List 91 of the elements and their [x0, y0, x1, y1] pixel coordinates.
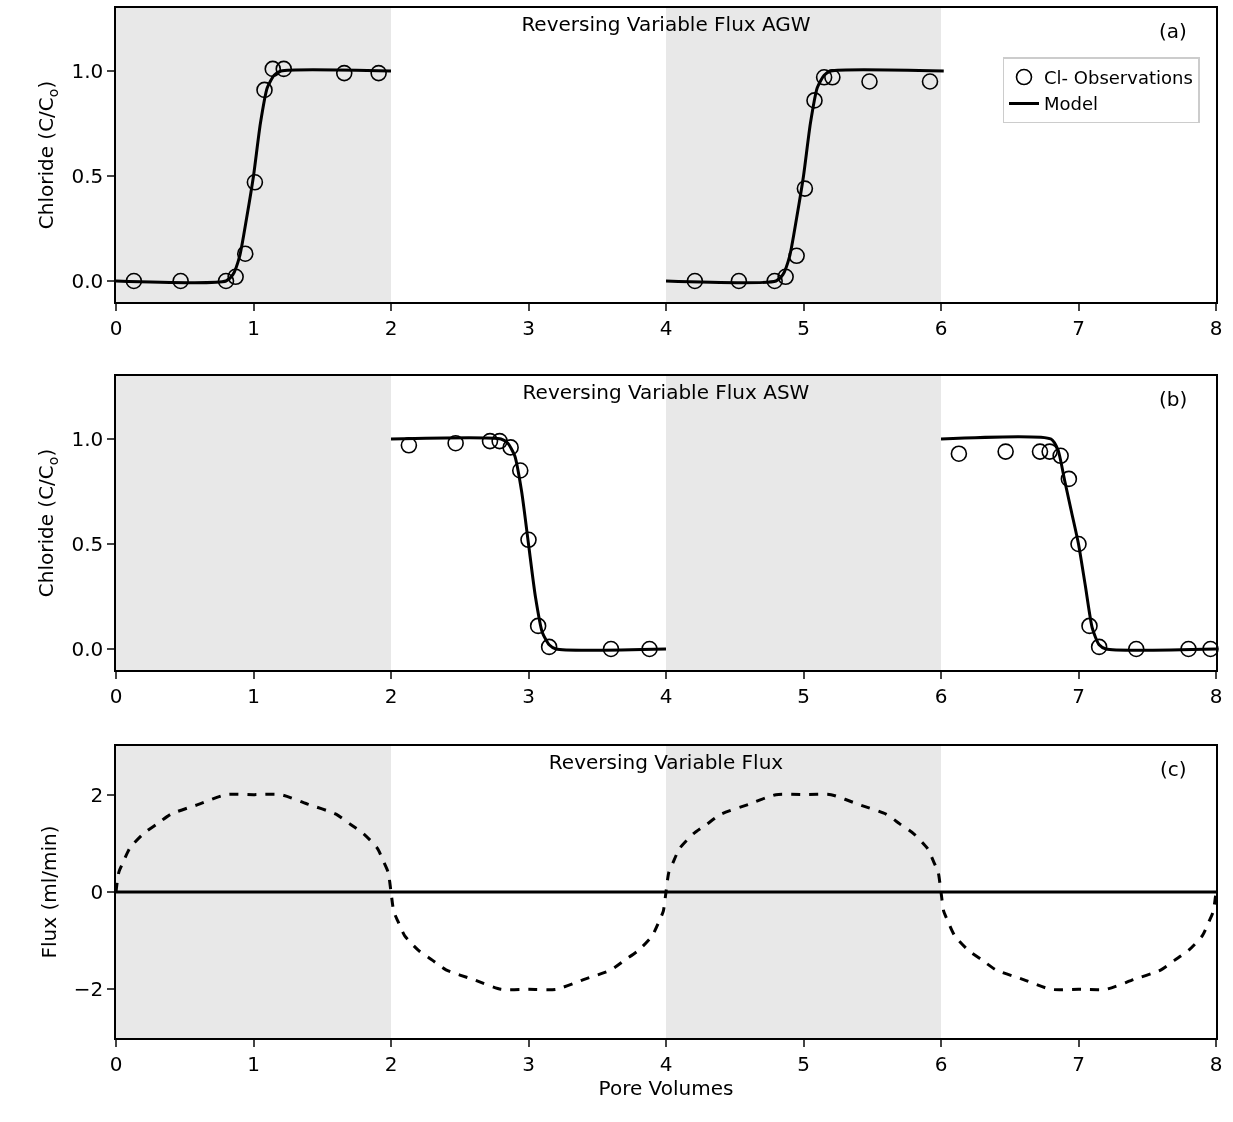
annotation: (c): [1160, 757, 1187, 781]
point: [264, 60, 282, 78]
y-tick-label: −2: [73, 977, 104, 1002]
point: [275, 60, 293, 78]
x-tick-label: 6: [934, 315, 948, 340]
chart-title: Reversing Variable Flux ASW: [522, 379, 810, 404]
x-tick-label: 5: [797, 683, 810, 708]
point: [1031, 443, 1049, 460]
x-tick-label: 8: [1209, 683, 1223, 708]
point: [511, 462, 529, 479]
x-tick-label: 1: [247, 683, 260, 708]
point: [777, 268, 794, 286]
point: [1202, 640, 1219, 658]
point: [529, 617, 547, 635]
x-tick-label: 1: [247, 315, 260, 340]
chart-title: Reversing Variable Flux AGW: [521, 11, 811, 36]
x-tick-label: 0: [109, 315, 123, 340]
x-tick-label: 1: [247, 1051, 260, 1076]
x-tick-label: 4: [659, 1051, 673, 1076]
point: [227, 268, 244, 286]
y-tick-label: 0.0: [71, 637, 104, 661]
point: [1180, 640, 1197, 658]
y-tick-label: 0.5: [71, 532, 104, 556]
point: [921, 73, 939, 90]
point: [520, 531, 537, 549]
point: [1081, 617, 1098, 635]
x-tick-label: 4: [659, 683, 673, 708]
point: [491, 432, 508, 450]
point: [246, 174, 264, 191]
point: [447, 434, 464, 452]
x-tick-label: 7: [1072, 1051, 1085, 1076]
point: [806, 92, 823, 109]
point: [400, 437, 418, 454]
point: [950, 445, 968, 462]
x-tick-label: 7: [1072, 315, 1085, 340]
point: [335, 64, 353, 82]
x-tick-label: 3: [522, 315, 535, 340]
point: [641, 640, 658, 658]
point: [788, 247, 805, 265]
annotation: (b): [1159, 387, 1188, 411]
y-tick-label: 2: [90, 782, 104, 807]
point: [686, 272, 704, 290]
legend-label: Model: [1044, 93, 1099, 115]
x-tick-label: 7: [1072, 683, 1085, 708]
y-tick-label: 0: [90, 880, 104, 904]
point: [766, 272, 783, 290]
point: [861, 73, 878, 90]
point: [1060, 470, 1078, 488]
x-tick-label: 3: [522, 1051, 535, 1076]
x-tick-label: 8: [1209, 1051, 1223, 1076]
x-tick-label: 0: [109, 683, 123, 708]
x-tick-label: 0: [109, 1051, 123, 1076]
x-tick-label: 5: [797, 1051, 810, 1076]
point: [1127, 640, 1145, 658]
point: [602, 640, 620, 658]
point: [236, 245, 254, 262]
x-tick-label: 6: [934, 1051, 948, 1076]
x-tick-label: 5: [797, 315, 810, 340]
point: [1052, 447, 1069, 465]
point: [172, 272, 189, 290]
y-tick-label: 0.0: [71, 269, 104, 293]
point: [1070, 535, 1087, 553]
chart-title: Reversing Variable Flux: [548, 749, 784, 774]
point: [217, 272, 235, 290]
x-tick-label: 6: [934, 683, 948, 708]
x-tick-label: 2: [384, 1051, 398, 1076]
point: [1090, 638, 1108, 656]
point: [256, 81, 273, 99]
y-tick-label: 1.0: [71, 59, 104, 83]
y-axis-title: Flux (ml/min): [36, 825, 61, 959]
point: [730, 272, 748, 290]
x-tick-label: 2: [384, 315, 398, 340]
y-tick-label: 1.0: [71, 427, 104, 451]
x-tick-label: 8: [1209, 315, 1223, 340]
point: [1041, 443, 1058, 460]
point: [125, 272, 143, 290]
point: [796, 180, 814, 197]
x-tick-label: 3: [522, 683, 535, 708]
legend-label: Cl- Observations: [1044, 67, 1193, 89]
point: [481, 432, 499, 450]
x-tick-label: 4: [659, 315, 673, 340]
point: [370, 64, 387, 82]
point: [815, 69, 833, 86]
y-tick-label: 0.5: [71, 164, 104, 188]
annotation: (a): [1159, 19, 1187, 43]
point: [997, 443, 1014, 460]
point: [502, 439, 519, 456]
x-axis-title: Pore Volumes: [598, 1075, 734, 1100]
x-tick-label: 2: [384, 683, 398, 708]
point: [540, 638, 558, 656]
point: [824, 69, 841, 86]
